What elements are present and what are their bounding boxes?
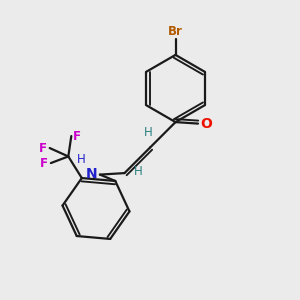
Text: H: H — [77, 153, 86, 166]
Text: F: F — [73, 130, 81, 142]
Text: O: O — [200, 117, 212, 130]
Text: H: H — [134, 165, 142, 178]
Text: Br: Br — [168, 26, 183, 38]
Text: H: H — [144, 126, 153, 139]
Text: F: F — [40, 157, 48, 169]
Text: N: N — [86, 167, 98, 181]
Text: F: F — [39, 142, 47, 154]
